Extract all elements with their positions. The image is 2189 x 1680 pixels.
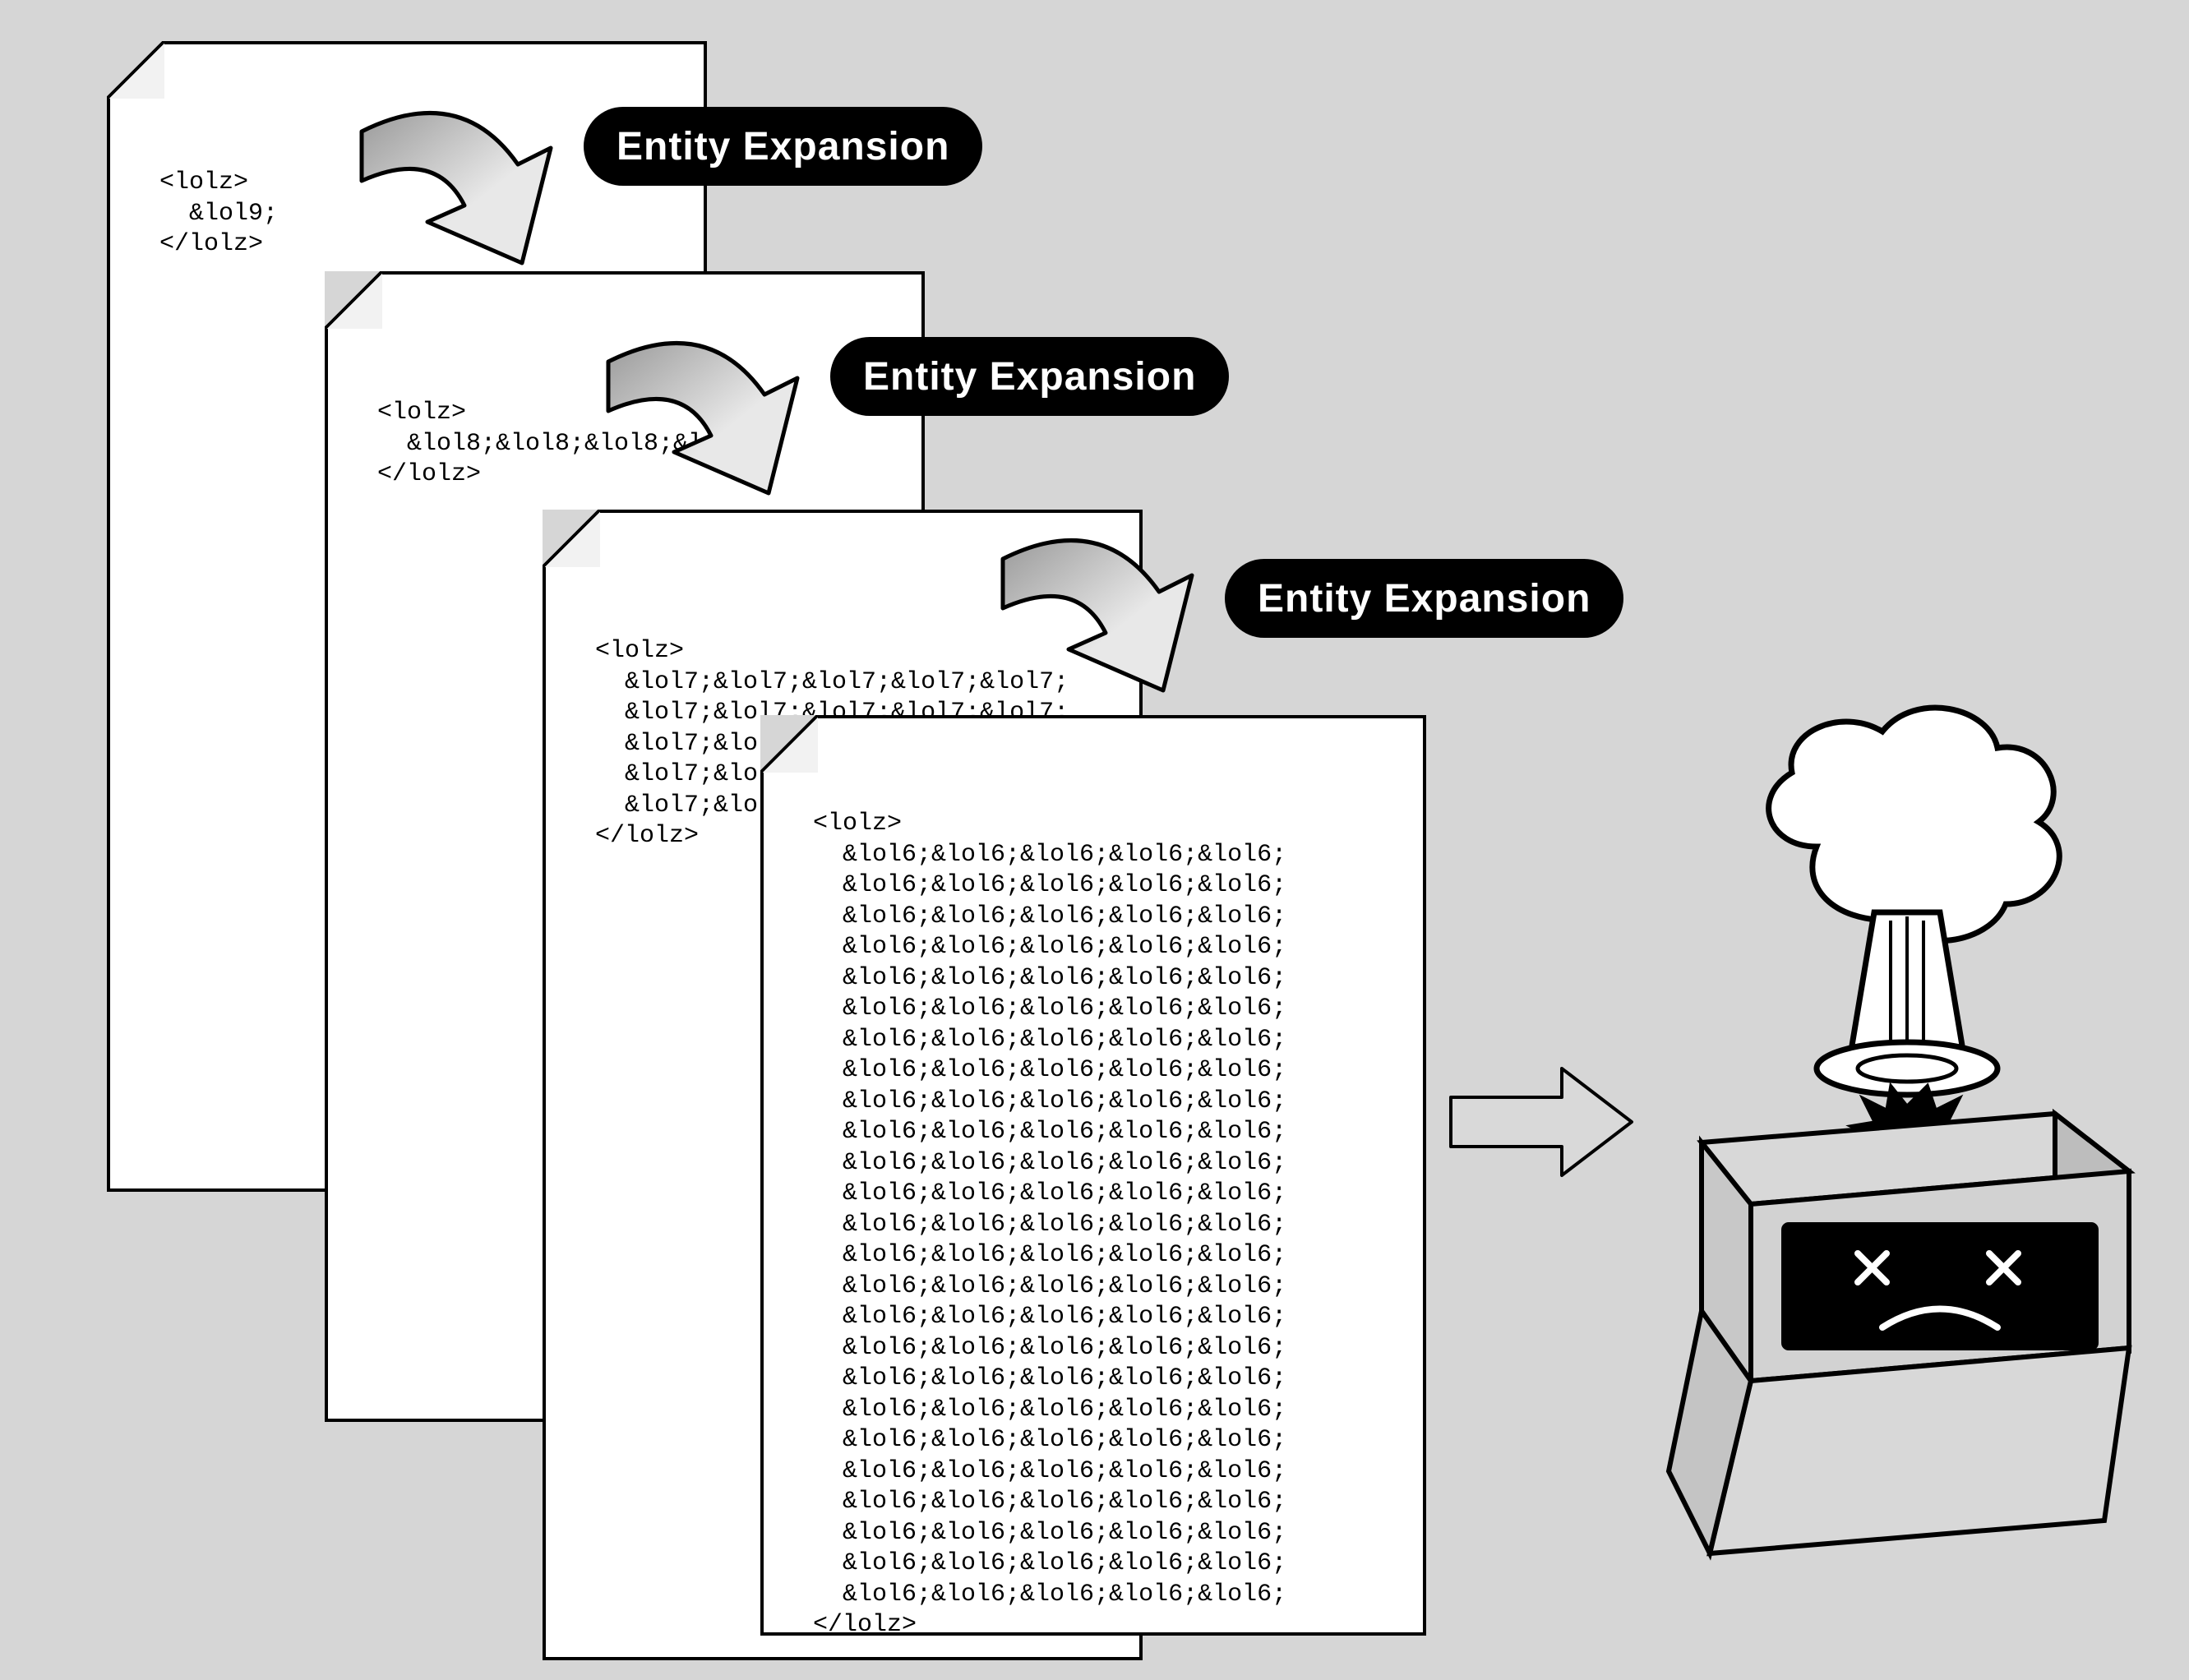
entity-expansion-label-3: Entity Expansion xyxy=(1225,559,1623,638)
pill-text: Entity Expansion xyxy=(863,354,1196,399)
expansion-arrow-1 xyxy=(312,99,575,329)
result-arrow xyxy=(1447,1060,1636,1184)
document-4: <lolz> &lol6;&lol6;&lol6;&lol6;&lol6; &l… xyxy=(760,715,1426,1636)
pill-text: Entity Expansion xyxy=(1258,576,1591,621)
document-1-code: <lolz> &lol9; </lolz> xyxy=(159,151,278,261)
entity-expansion-label-2: Entity Expansion xyxy=(830,337,1229,416)
smoke-cloud-icon xyxy=(1769,708,2060,1095)
document-4-code: <lolz> &lol6;&lol6;&lol6;&lol6;&lol6; &l… xyxy=(813,792,1286,1641)
entity-expansion-label-1: Entity Expansion xyxy=(584,107,982,186)
expansion-arrow-3 xyxy=(954,526,1217,756)
crashed-computer xyxy=(1644,699,2154,1562)
expansion-arrow-2 xyxy=(559,329,822,559)
pill-text: Entity Expansion xyxy=(617,124,949,169)
monitor-body xyxy=(1669,1114,2129,1553)
